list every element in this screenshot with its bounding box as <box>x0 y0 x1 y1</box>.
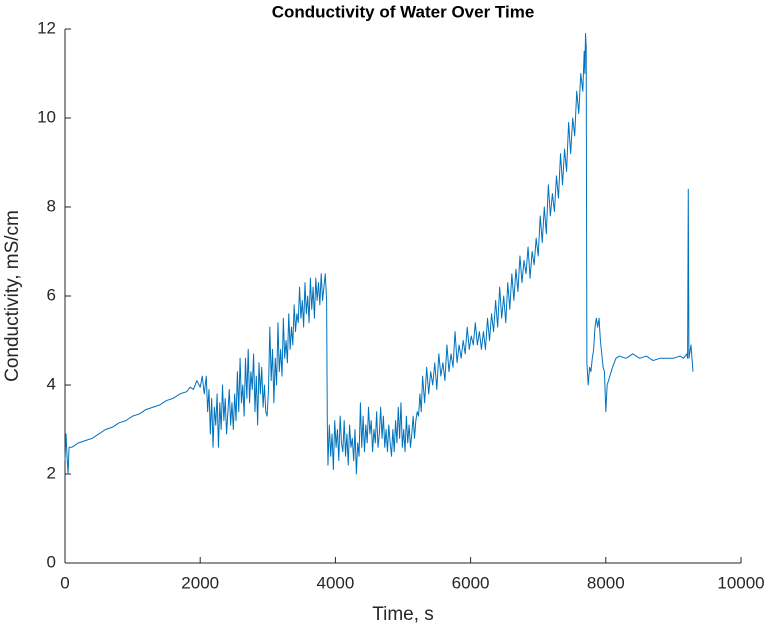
x-tick-label: 4000 <box>316 573 354 592</box>
x-tick-label: 0 <box>60 573 69 592</box>
x-tick-label: 6000 <box>452 573 490 592</box>
y-tick-label: 8 <box>47 196 56 215</box>
x-tick-label: 2000 <box>181 573 219 592</box>
y-tick-label: 6 <box>47 285 56 304</box>
x-tick-label: 8000 <box>587 573 625 592</box>
y-axis-label: Conductivity, mS/cm <box>2 210 23 382</box>
x-axis-label: Time, s <box>372 604 434 625</box>
x-tick-label: 10000 <box>717 573 764 592</box>
y-tick-label: 0 <box>47 552 56 571</box>
chart-title: Conductivity of Water Over Time <box>272 2 535 21</box>
y-tick-label: 2 <box>47 463 56 482</box>
y-tick-label: 10 <box>37 107 56 126</box>
y-tick-label: 4 <box>47 374 56 393</box>
data-line <box>64 32 694 475</box>
y-tick-label: 12 <box>37 18 56 37</box>
